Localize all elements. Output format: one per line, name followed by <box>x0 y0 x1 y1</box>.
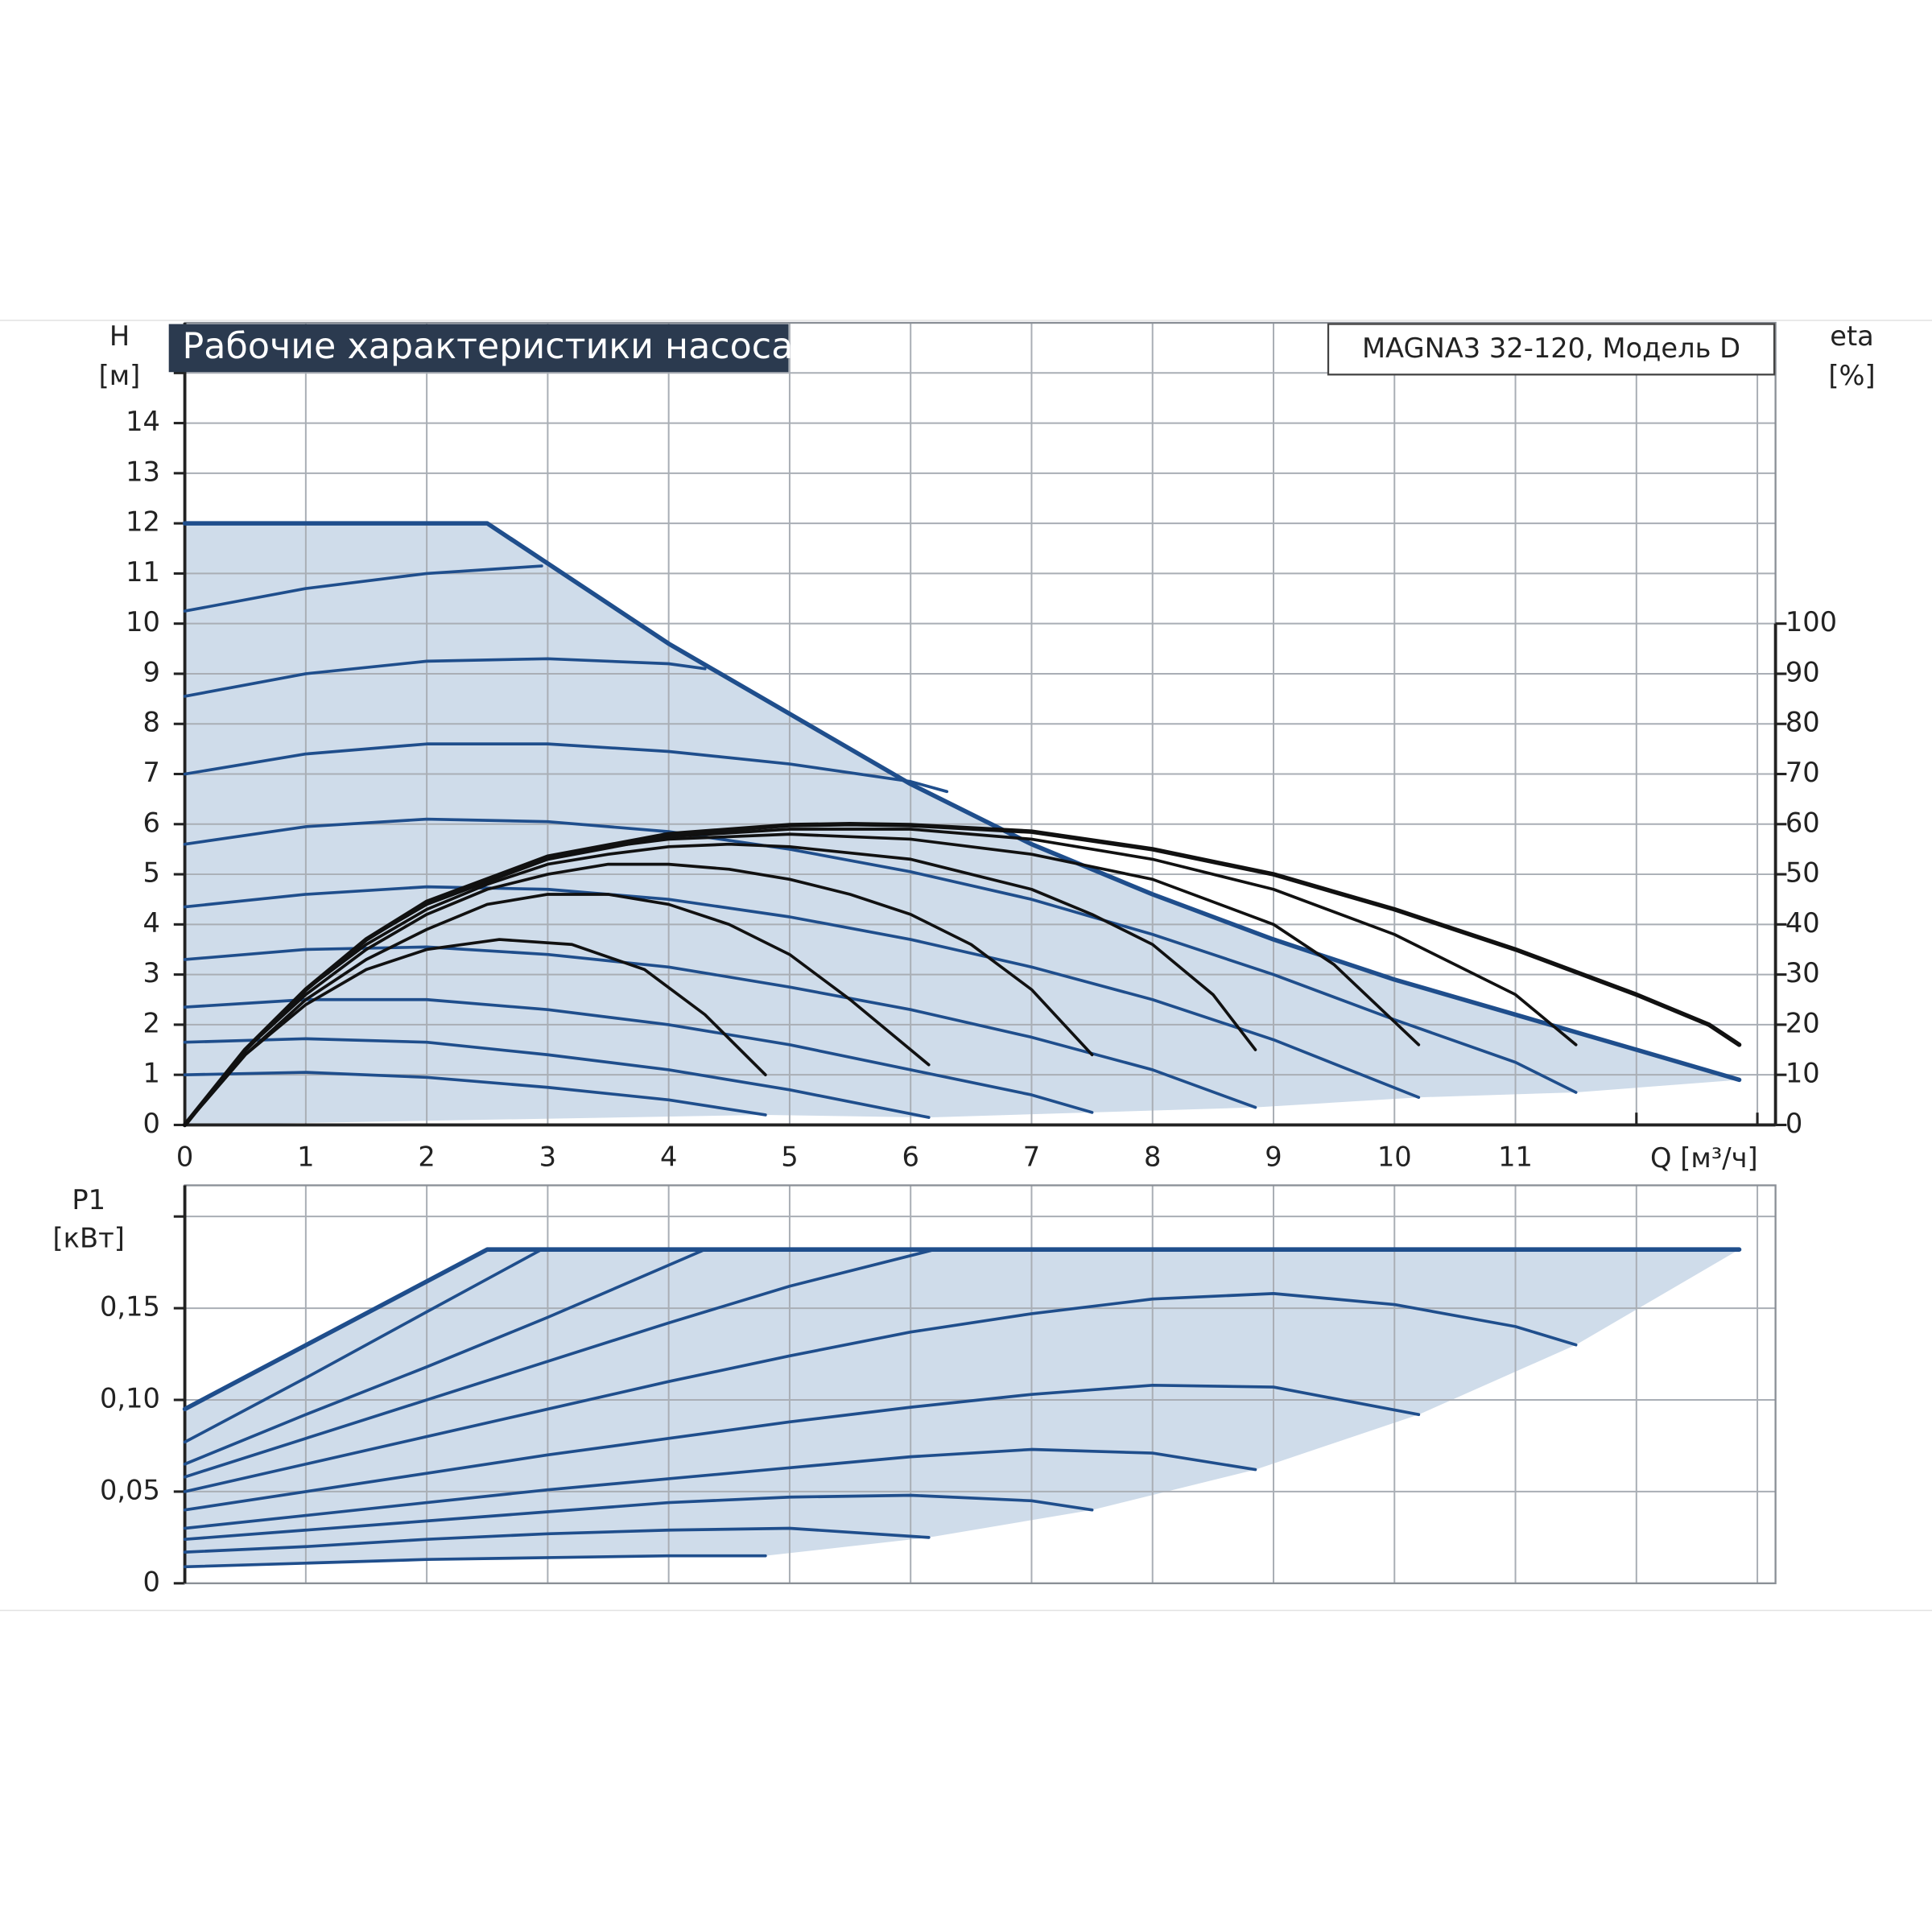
performance-curve <box>183 885 1421 1100</box>
charts: 0 1 2 3 4 5 6 7 8 9 10 1101234567891011121314010203… <box>100 321 1837 1597</box>
x-tick-label: 9 <box>1265 1141 1282 1172</box>
performance-curve <box>183 1554 767 1569</box>
y-tick-label: 10 <box>126 606 160 638</box>
performance-curve <box>183 564 543 613</box>
y2-tick-label: 20 <box>1785 1007 1820 1038</box>
y-tick-label: 14 <box>126 406 160 437</box>
y-tick-label: 0,15 <box>100 1291 160 1323</box>
performance-curve <box>183 817 1578 1094</box>
y-tick-label: 0,05 <box>100 1474 160 1505</box>
y-tick-label: 9 <box>143 656 160 687</box>
title-box <box>168 324 789 373</box>
y-axis-unit: [кВт] <box>53 1222 125 1253</box>
y-tick-label: 7 <box>143 757 160 788</box>
x-tick-label: 11 <box>1498 1141 1533 1172</box>
y2-tick-label: 40 <box>1785 907 1820 939</box>
efficiency-curve <box>182 822 1742 1128</box>
y2-tick-label: 80 <box>1785 707 1820 738</box>
y-tick-label: 1 <box>143 1058 160 1089</box>
performance-curve <box>183 1248 937 1479</box>
x-tick-label: 4 <box>660 1141 677 1172</box>
y-tick-label: 8 <box>143 707 160 738</box>
performance-curve <box>183 1383 1421 1512</box>
model-box <box>1327 323 1776 376</box>
performance-curve <box>183 657 707 698</box>
model-label: MAGNA3 32-120, Модель D <box>1362 332 1740 364</box>
x-tick-label: 0 <box>176 1141 193 1172</box>
y2-tick-label: 10 <box>1785 1058 1820 1089</box>
performance-curve <box>183 1526 931 1554</box>
y-tick-label: 0 <box>143 1108 160 1139</box>
y-tick-label: 5 <box>143 857 160 889</box>
y2-tick-label: 60 <box>1785 807 1820 838</box>
x-tick-label: 6 <box>902 1141 919 1172</box>
x-tick-label: 8 <box>1144 1141 1161 1172</box>
y-tick-label: 6 <box>143 807 160 838</box>
performance-curve <box>182 521 1742 1083</box>
y-tick-label: 2 <box>143 1007 160 1038</box>
y-axis-label: P1 <box>72 1184 105 1216</box>
y2-tick-label: 70 <box>1785 757 1820 788</box>
performance-curve <box>183 1248 543 1444</box>
y-axis-label: H <box>109 320 130 352</box>
y-tick-label: 0,10 <box>100 1383 160 1414</box>
performance-curve <box>183 1037 931 1119</box>
efficiency-curve <box>183 893 931 1127</box>
chart-title: Рабочие характеристики насоса <box>183 326 794 367</box>
x-tick-label: 3 <box>539 1141 556 1172</box>
performance-curve <box>183 1071 767 1117</box>
x-tick-label: 2 <box>418 1141 435 1172</box>
performance-curve <box>183 742 949 794</box>
y-tick-label: 11 <box>126 556 160 588</box>
y2-tick-label: 90 <box>1785 656 1820 687</box>
performance-curve <box>183 997 1094 1114</box>
x-tick-label: 5 <box>781 1141 798 1172</box>
y2-axis-label: eta <box>1830 320 1874 352</box>
x-tick-label: 7 <box>1023 1141 1040 1172</box>
performance-curve <box>183 1248 707 1466</box>
y-axis-unit: [м] <box>99 360 141 391</box>
y-tick-label: 3 <box>143 957 160 989</box>
performance-curve <box>183 1292 1578 1493</box>
efficiency-curve <box>183 842 1257 1127</box>
y2-tick-label: 50 <box>1785 857 1820 889</box>
y2-axis-unit: [%] <box>1828 360 1875 391</box>
y2-tick-label: 30 <box>1785 957 1820 989</box>
x-axis-label: Q [м³/ч] <box>1650 1142 1758 1174</box>
performance-curve <box>183 1493 1094 1541</box>
y-tick-label: 0 <box>143 1566 160 1597</box>
efficiency-curve <box>183 862 1094 1127</box>
y2-tick-label: 100 <box>1785 606 1837 638</box>
y-tick-label: 4 <box>143 907 160 939</box>
x-tick-label: 10 <box>1377 1141 1412 1172</box>
y-tick-label: 12 <box>126 506 160 538</box>
performance-curve <box>182 1247 1742 1412</box>
y-tick-label: 13 <box>126 456 160 487</box>
performance-curve <box>183 1447 1257 1530</box>
y2-tick-label: 0 <box>1785 1108 1802 1139</box>
x-tick-label: 1 <box>297 1141 314 1172</box>
efficiency-curve <box>183 938 767 1127</box>
operating-area <box>184 1249 1740 1567</box>
